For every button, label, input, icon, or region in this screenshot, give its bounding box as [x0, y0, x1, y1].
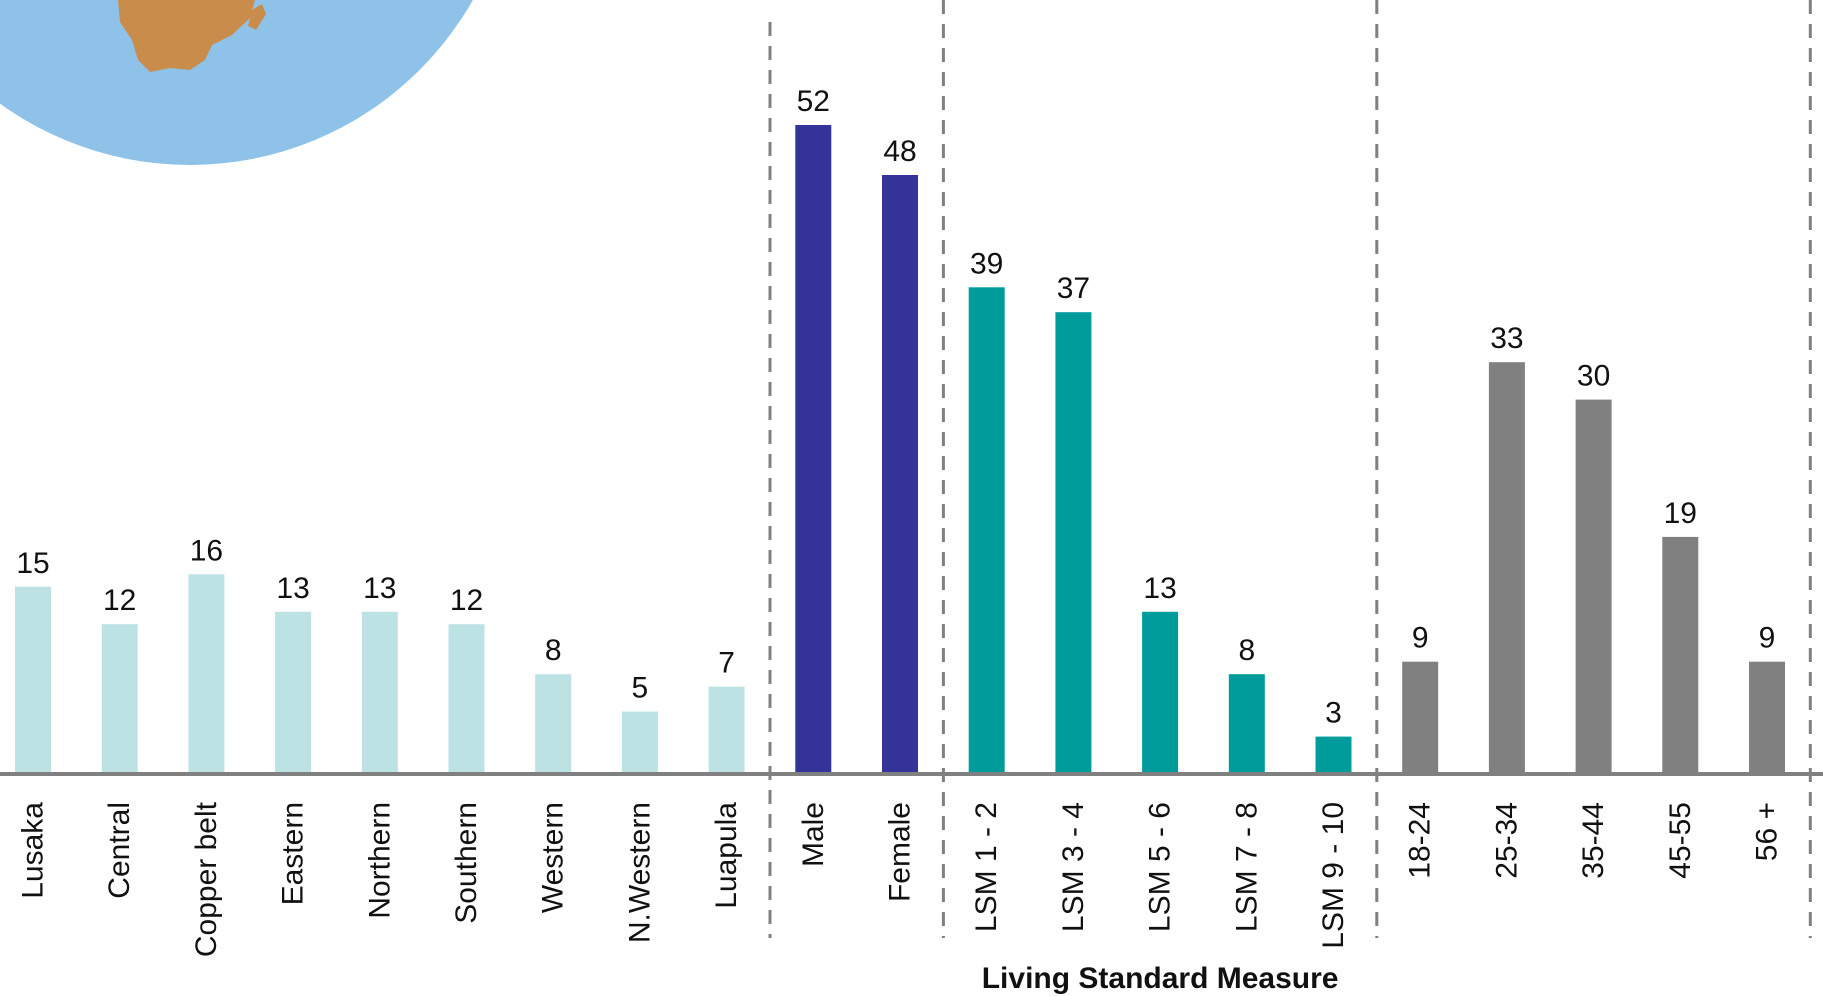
- value-label-male: 52: [797, 85, 830, 118]
- category-label-central: Central: [103, 802, 136, 899]
- category-label-female: Female: [884, 802, 917, 902]
- bar-eastern: [275, 611, 312, 774]
- category-label-eastern: Eastern: [277, 802, 310, 905]
- value-label-southern: 12: [450, 584, 483, 617]
- category-label-lsm-3-4: LSM 3 - 4: [1057, 802, 1090, 932]
- category-label-western: Western: [537, 802, 570, 913]
- globe-logo: [0, 0, 473, 165]
- category-label-southern: Southern: [450, 802, 483, 924]
- bar-lsm-7-8: [1228, 674, 1265, 774]
- category-label-copper-belt: Copper belt: [190, 801, 223, 957]
- madagascar-shape: [248, 4, 266, 30]
- category-label-luapula: Luapula: [710, 802, 743, 909]
- category-label-male: Male: [797, 802, 830, 867]
- value-label-central: 12: [103, 584, 136, 617]
- bar-northern: [361, 611, 398, 774]
- value-label-female: 48: [883, 135, 916, 168]
- bar-lsm-5-6: [1142, 611, 1179, 774]
- bar-male: [795, 125, 832, 774]
- category-label-n-western: N.Western: [623, 802, 656, 943]
- value-label-lsm-7-8: 8: [1238, 634, 1255, 667]
- value-label-lusaka: 15: [16, 547, 49, 580]
- labels-layer: 15 Lusaka 12 Central 16 Copper belt 13 Eastern 1…: [16, 85, 1783, 995]
- value-label-western: 8: [545, 634, 562, 667]
- bar-lsm-3-4: [1055, 312, 1092, 774]
- bar-lsm-9-10: [1315, 736, 1352, 774]
- value-label-45-55: 19: [1664, 497, 1697, 530]
- bar-lsm-1-2: [968, 287, 1005, 774]
- bars-layer: [15, 125, 1785, 774]
- category-label-45-55: 45-55: [1664, 802, 1697, 879]
- bar-female: [882, 175, 918, 774]
- bar-25-34: [1488, 362, 1525, 774]
- category-label-lsm-1-2: LSM 1 - 2: [970, 802, 1003, 932]
- value-label-35-44: 30: [1577, 360, 1610, 393]
- value-label-n-western: 5: [632, 672, 649, 705]
- category-label-56: 56 +: [1751, 802, 1784, 861]
- bar-35-44: [1575, 399, 1612, 774]
- category-label-25-34: 25-34: [1490, 802, 1523, 879]
- value-label-luapula: 7: [718, 647, 735, 680]
- bar-southern: [448, 624, 485, 774]
- value-label-lsm-5-6: 13: [1143, 572, 1176, 605]
- value-label-lsm-1-2: 39: [970, 247, 1003, 280]
- category-label-18-24: 18-24: [1404, 802, 1437, 879]
- value-label-copper-belt: 16: [190, 534, 223, 567]
- bar-copper-belt: [188, 574, 225, 774]
- value-label-lsm-3-4: 37: [1057, 272, 1090, 305]
- category-label-lsm-7-8: LSM 7 - 8: [1230, 802, 1263, 932]
- value-label-eastern: 13: [276, 572, 309, 605]
- category-label-lsm-9-10: LSM 9 - 10: [1317, 802, 1350, 949]
- africa-continent-shape: [118, 0, 255, 72]
- value-label-northern: 13: [363, 572, 396, 605]
- bar-45-55: [1662, 536, 1699, 774]
- group-title-living-standard-measure: Living Standard Measure: [982, 962, 1339, 995]
- bar-18-24: [1402, 661, 1439, 774]
- value-label-25-34: 33: [1490, 322, 1523, 355]
- group-dividers: [768, 0, 1812, 938]
- bar-western: [535, 674, 572, 774]
- value-label-18-24: 9: [1412, 622, 1429, 655]
- bar-central: [101, 624, 138, 774]
- value-label-lsm-9-10: 3: [1325, 697, 1342, 730]
- bar-lusaka: [15, 586, 51, 774]
- category-label-lusaka: Lusaka: [17, 802, 50, 899]
- bar-56: [1749, 661, 1785, 774]
- bar-luapula: [708, 686, 745, 774]
- category-label-northern: Northern: [363, 802, 396, 919]
- category-label-lsm-5-6: LSM 5 - 6: [1144, 802, 1177, 932]
- bar-n-western: [621, 711, 658, 774]
- value-label-56: 9: [1759, 622, 1776, 655]
- category-label-35-44: 35-44: [1577, 802, 1610, 879]
- globe-circle: [0, 0, 473, 165]
